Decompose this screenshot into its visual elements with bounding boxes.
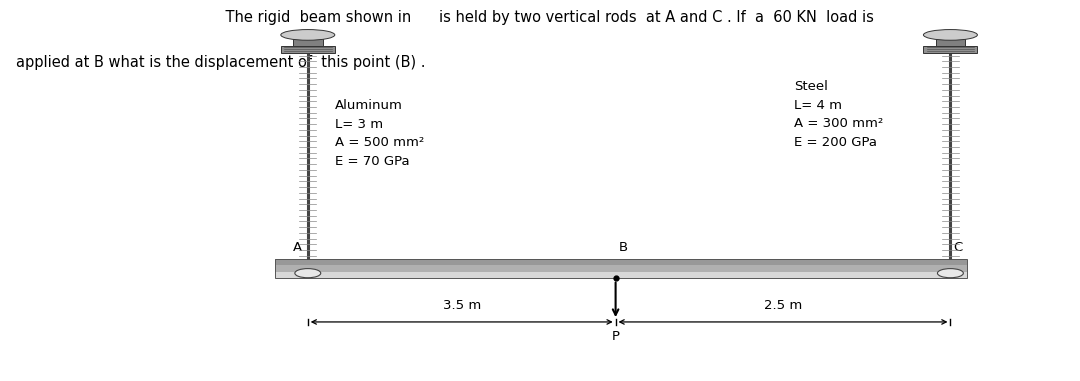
Text: A: A xyxy=(294,241,302,254)
Circle shape xyxy=(937,269,963,278)
Text: C: C xyxy=(954,241,963,254)
Circle shape xyxy=(295,269,321,278)
FancyBboxPatch shape xyxy=(281,46,335,53)
FancyBboxPatch shape xyxy=(275,272,967,278)
Text: Aluminum
L= 3 m
A = 500 mm²
E = 70 GPa: Aluminum L= 3 m A = 500 mm² E = 70 GPa xyxy=(335,99,424,168)
FancyBboxPatch shape xyxy=(935,38,966,46)
FancyBboxPatch shape xyxy=(275,265,967,272)
Text: applied at B what is the displacement of  this point (B) .: applied at B what is the displacement of… xyxy=(16,55,426,70)
FancyBboxPatch shape xyxy=(923,46,977,53)
Ellipse shape xyxy=(923,30,977,40)
FancyBboxPatch shape xyxy=(275,259,967,265)
Text: The rigid  beam shown in      is held by two vertical rods  at A and C . If  a  : The rigid beam shown in is held by two v… xyxy=(206,10,874,24)
Text: P: P xyxy=(611,330,620,343)
Text: 3.5 m: 3.5 m xyxy=(443,299,481,312)
Text: 2.5 m: 2.5 m xyxy=(764,299,802,312)
FancyBboxPatch shape xyxy=(293,38,323,46)
Ellipse shape xyxy=(281,30,335,40)
Text: B: B xyxy=(619,241,627,254)
Text: Steel
L= 4 m
A = 300 mm²
E = 200 GPa: Steel L= 4 m A = 300 mm² E = 200 GPa xyxy=(794,80,883,149)
